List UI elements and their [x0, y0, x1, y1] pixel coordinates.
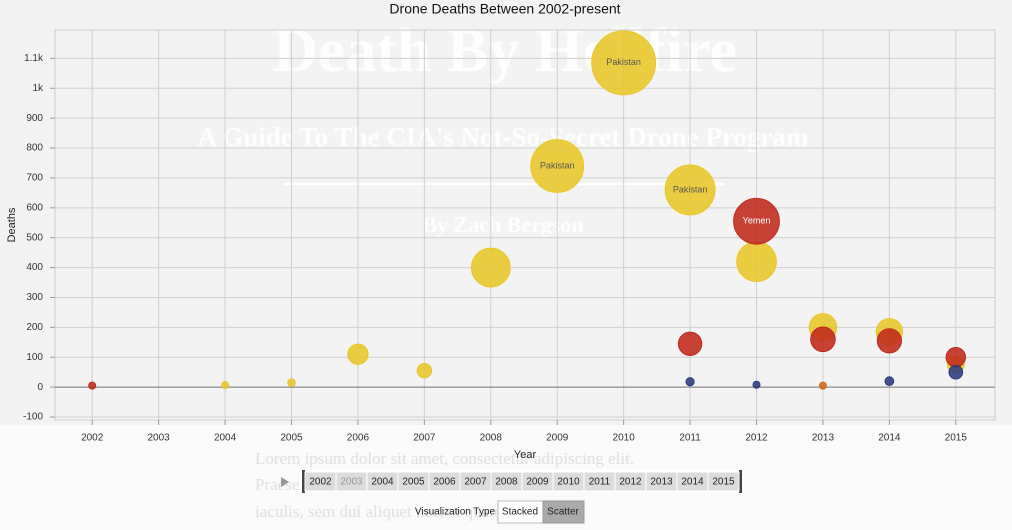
- bubble-label: Yemen: [743, 216, 771, 226]
- x-tick-label: 2004: [214, 433, 237, 444]
- bubble: [88, 381, 97, 390]
- x-tick-label: 2002: [81, 433, 104, 444]
- bubble: [948, 364, 964, 380]
- bubble: [752, 380, 761, 389]
- year-label: 2008: [495, 477, 518, 488]
- x-axis-label: Year: [514, 449, 537, 461]
- year-label: 2013: [650, 477, 673, 488]
- x-tick-label: 2013: [812, 433, 835, 444]
- button-label: Stacked: [502, 507, 538, 518]
- y-tick-label: 700: [26, 173, 43, 184]
- chart-title: Drone Deaths Between 2002-present: [389, 1, 620, 17]
- bubble: [818, 381, 827, 390]
- type-label: Visualization Type: [415, 507, 496, 518]
- bubble: [221, 381, 230, 390]
- year-label: 2007: [464, 477, 487, 488]
- button-scatter[interactable]: [542, 500, 585, 524]
- x-tick-label: 2003: [148, 433, 171, 444]
- slider-end: [739, 470, 742, 493]
- year-label: 2005: [402, 477, 425, 488]
- hero-subtitle: A Guide To The CIA's Not-So-Secret Drone…: [198, 122, 809, 152]
- bubble: [677, 331, 703, 356]
- y-tick-label: 600: [26, 202, 43, 213]
- x-tick-label: 2015: [945, 433, 968, 444]
- y-tick-label: 800: [26, 143, 43, 154]
- x-tick-label: 2011: [679, 433, 701, 444]
- x-tick-label: 2007: [413, 433, 436, 444]
- chart-background: [0, 0, 1012, 425]
- bubble-label: Pakistan: [606, 57, 641, 67]
- bubble-label: Pakistan: [540, 160, 575, 170]
- year-label: 2002: [309, 477, 332, 488]
- y-axis-label: Deaths: [6, 207, 18, 242]
- plot: -100 0 100 200 300 400 500 600 700 800 900 1k 1.1k 20…: [23, 29, 996, 444]
- bubble: [810, 326, 836, 353]
- bubble: [664, 164, 716, 216]
- x-tick-label: 2005: [280, 433, 303, 444]
- year-label: 2006: [433, 477, 456, 488]
- play-button[interactable]: [281, 477, 289, 487]
- bubble-label: Pakistan: [673, 184, 708, 194]
- hero-title: Death By Hellfire: [273, 17, 737, 85]
- bubble: [416, 362, 433, 379]
- bubble: [287, 378, 296, 387]
- slider-end: [302, 470, 305, 493]
- y-tick-label: 0: [37, 382, 43, 393]
- y-tick-label: 200: [26, 322, 43, 333]
- bubble: [945, 347, 967, 368]
- year-label: 2004: [371, 477, 394, 488]
- controls: Visualization Type Stacked Scatter 2002 2…: [281, 470, 742, 524]
- x-tick-label: 2014: [878, 433, 901, 444]
- x-tick-label: 2006: [347, 433, 370, 444]
- x-tick-label: 2009: [546, 433, 569, 444]
- y-tick-label: -100: [23, 412, 43, 423]
- x-tick-label: 2008: [480, 433, 503, 444]
- hero-author: By Zach Bergson: [422, 212, 583, 237]
- y-tick-label: 300: [26, 292, 43, 303]
- year-cell[interactable]: [707, 471, 740, 492]
- bubble: [884, 376, 895, 386]
- year-label: 2014: [681, 477, 704, 488]
- year-label: 2010: [557, 477, 580, 488]
- bubble: [347, 343, 369, 365]
- button-label: Scatter: [547, 507, 579, 518]
- y-tick-label: 100: [26, 352, 43, 363]
- plot-frame: [54, 29, 996, 421]
- bubble: [470, 247, 511, 288]
- year-label: 2011: [589, 477, 611, 488]
- y-tick-label: 900: [26, 113, 43, 124]
- y-tick-label: 1.1k: [24, 53, 44, 64]
- y-tick-label: 400: [26, 262, 43, 273]
- year-label: 2015: [712, 477, 735, 488]
- x-tick-label: 2010: [613, 433, 636, 444]
- bubble: [530, 139, 585, 193]
- year-label: 2009: [526, 477, 549, 488]
- lorem-line: Lorem ipsum dolor sit amet, consectetur …: [255, 449, 634, 468]
- bubble: [591, 30, 657, 96]
- x-tick-label: 2012: [745, 433, 768, 444]
- bubble: [736, 241, 777, 282]
- bubble: [685, 377, 695, 387]
- bubble: [876, 328, 902, 354]
- year-label: 2003: [340, 477, 363, 488]
- bubble: [733, 197, 780, 245]
- y-tick-label: 1k: [32, 83, 44, 94]
- year-label: 2012: [619, 477, 642, 488]
- y-tick-label: 500: [26, 232, 43, 243]
